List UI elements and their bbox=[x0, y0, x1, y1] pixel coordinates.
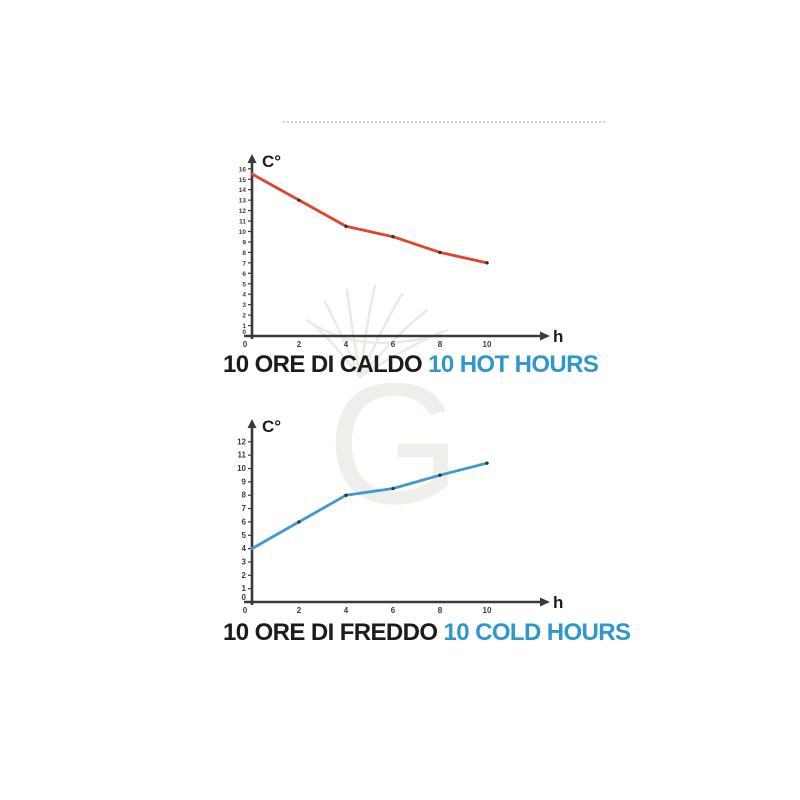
svg-text:7: 7 bbox=[242, 260, 246, 267]
svg-text:16: 16 bbox=[239, 166, 247, 173]
svg-text:C°: C° bbox=[262, 152, 281, 171]
svg-text:2: 2 bbox=[242, 313, 246, 320]
svg-text:5: 5 bbox=[242, 531, 247, 540]
watermark-letter: G bbox=[327, 348, 461, 540]
svg-text:8: 8 bbox=[242, 491, 247, 500]
svg-text:10: 10 bbox=[483, 340, 492, 349]
caption-english: 10 COLD HOURS bbox=[443, 619, 632, 646]
cold-hours-chart: 0 1 2 3 4 5 6 7 8 9 10 11 12 0 2 4 6 8 10 C° h 10 ORE DI FRE… bbox=[223, 405, 631, 646]
svg-text:5: 5 bbox=[242, 281, 246, 288]
svg-text:h: h bbox=[553, 327, 563, 346]
svg-text:2: 2 bbox=[297, 340, 302, 349]
svg-text:2: 2 bbox=[242, 571, 247, 580]
svg-text:8: 8 bbox=[242, 250, 246, 257]
svg-text:4: 4 bbox=[242, 544, 247, 553]
hot-hours-chart: 0 1 2 3 4 5 6 7 8 9 10 11 12 13 14 15 16 0 2 4 6 8 10 C° h 10 OR… bbox=[223, 140, 599, 378]
svg-text:12: 12 bbox=[239, 208, 247, 215]
svg-text:6: 6 bbox=[391, 606, 396, 615]
svg-text:13: 13 bbox=[239, 198, 247, 205]
svg-text:0: 0 bbox=[242, 593, 247, 602]
svg-text:15: 15 bbox=[239, 177, 247, 184]
svg-text:11: 11 bbox=[238, 451, 247, 460]
hot-hours-caption: 10 ORE DI CALDO 10 HOT HOURS bbox=[223, 351, 599, 379]
cold-hours-caption: 10 ORE DI FREDDO 10 COLD HOURS bbox=[223, 619, 631, 647]
dotted-separator bbox=[283, 121, 605, 123]
svg-text:0: 0 bbox=[243, 340, 248, 349]
svg-text:14: 14 bbox=[239, 187, 247, 194]
svg-text:h: h bbox=[553, 593, 563, 612]
svg-text:0: 0 bbox=[243, 606, 248, 615]
caption-english: 10 HOT HOURS bbox=[428, 351, 599, 378]
svg-text:6: 6 bbox=[242, 271, 246, 278]
svg-text:C°: C° bbox=[262, 417, 281, 436]
svg-text:4: 4 bbox=[344, 606, 349, 615]
svg-text:3: 3 bbox=[242, 302, 246, 309]
svg-text:8: 8 bbox=[438, 606, 443, 615]
svg-text:1: 1 bbox=[242, 323, 246, 330]
svg-text:10: 10 bbox=[237, 464, 246, 473]
caption-italian: 10 ORE DI FREDDO bbox=[223, 619, 438, 646]
svg-text:9: 9 bbox=[242, 239, 246, 246]
svg-text:0: 0 bbox=[242, 329, 246, 336]
svg-text:4: 4 bbox=[242, 292, 246, 299]
svg-text:12: 12 bbox=[237, 437, 246, 446]
svg-text:4: 4 bbox=[344, 340, 349, 349]
svg-text:1: 1 bbox=[242, 584, 247, 593]
watermark: G bbox=[285, 272, 525, 542]
svg-text:10: 10 bbox=[239, 229, 247, 236]
svg-text:7: 7 bbox=[242, 504, 247, 513]
svg-text:8: 8 bbox=[438, 340, 443, 349]
svg-text:9: 9 bbox=[242, 477, 247, 486]
svg-text:3: 3 bbox=[242, 557, 247, 566]
caption-italian: 10 ORE DI CALDO bbox=[223, 351, 423, 378]
svg-text:6: 6 bbox=[391, 340, 396, 349]
svg-text:2: 2 bbox=[297, 606, 302, 615]
svg-text:6: 6 bbox=[242, 517, 247, 526]
svg-text:10: 10 bbox=[483, 606, 492, 615]
svg-text:11: 11 bbox=[239, 219, 246, 226]
